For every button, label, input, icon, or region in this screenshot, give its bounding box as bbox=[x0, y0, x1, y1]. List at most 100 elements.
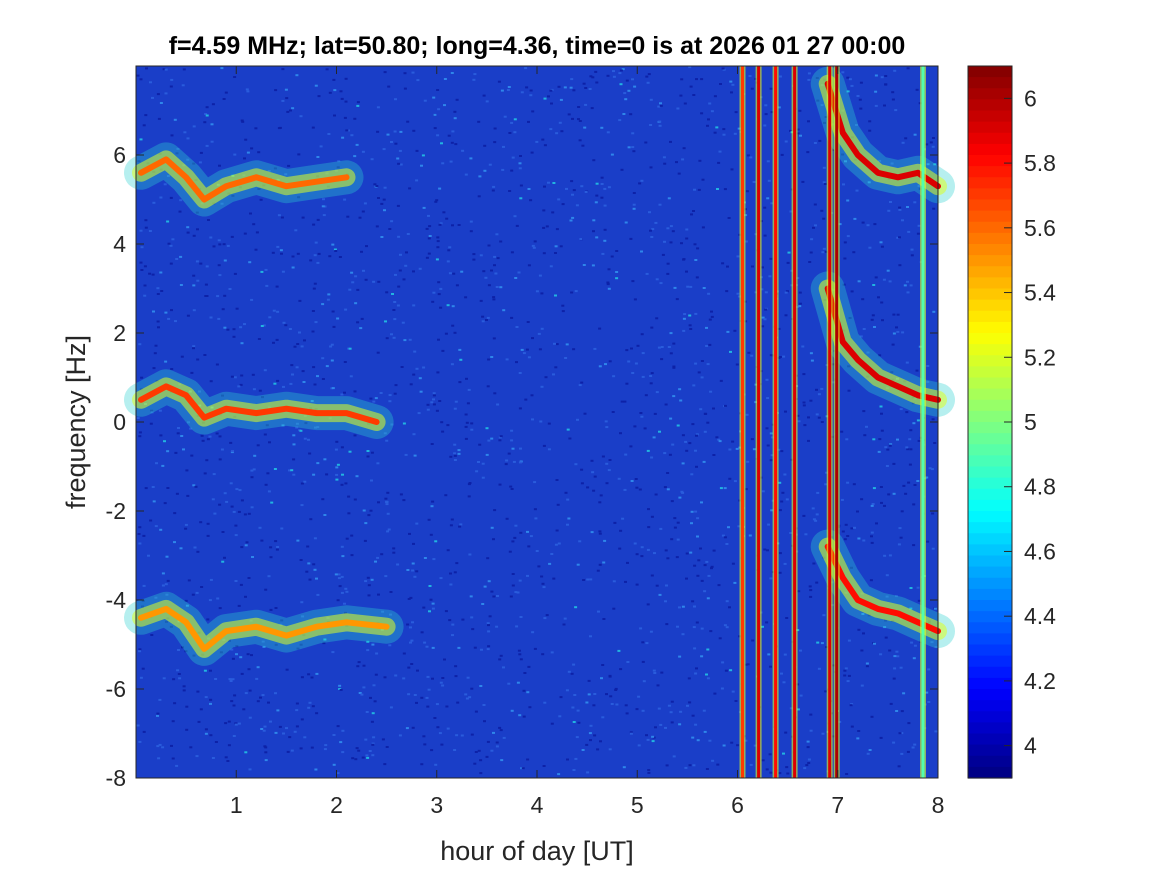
noise-pixel bbox=[844, 160, 847, 163]
noise-pixel bbox=[598, 501, 602, 504]
noise-pixel bbox=[703, 590, 707, 593]
noise-pixel bbox=[277, 214, 281, 217]
noise-pixel bbox=[592, 489, 596, 492]
noise-pixel bbox=[671, 443, 675, 446]
noise-pixel bbox=[156, 287, 160, 290]
noise-pixel bbox=[712, 549, 716, 552]
noise-pixel bbox=[234, 723, 238, 726]
noise-pixel bbox=[181, 84, 185, 87]
noise-pixel bbox=[846, 680, 850, 683]
noise-pixel bbox=[693, 647, 697, 650]
noise-pixel bbox=[540, 327, 544, 330]
colorbar-segment bbox=[968, 566, 1012, 579]
noise-pixel bbox=[570, 672, 574, 675]
noise-pixel bbox=[847, 639, 851, 642]
noise-pixel bbox=[257, 188, 261, 190]
noise-pixel bbox=[702, 287, 706, 289]
noise-pixel bbox=[913, 133, 917, 136]
noise-pixel bbox=[453, 749, 457, 751]
noise-pixel bbox=[808, 585, 812, 588]
noise-pixel bbox=[164, 583, 168, 586]
noise-pixel bbox=[508, 190, 512, 192]
noise-pixel bbox=[438, 732, 442, 735]
noise-pixel bbox=[137, 533, 141, 535]
noise-pixel bbox=[333, 248, 337, 251]
noise-pixel bbox=[182, 448, 185, 451]
noise-pixel bbox=[585, 743, 589, 746]
noise-pixel bbox=[531, 418, 534, 421]
noise-pixel bbox=[355, 143, 359, 146]
noise-pixel bbox=[353, 390, 357, 393]
noise-pixel bbox=[863, 434, 867, 437]
noise-pixel bbox=[281, 424, 285, 427]
noise-pixel bbox=[161, 572, 165, 575]
noise-pixel bbox=[406, 120, 410, 123]
noise-pixel bbox=[338, 256, 342, 258]
noise-pixel bbox=[186, 226, 190, 229]
noise-pixel bbox=[431, 677, 434, 680]
noise-pixel bbox=[813, 142, 817, 144]
noise-pixel bbox=[784, 410, 787, 413]
colorbar-segment bbox=[968, 444, 1012, 456]
noise-pixel bbox=[679, 399, 683, 402]
y-tick-label: -2 bbox=[106, 498, 126, 524]
noise-pixel bbox=[217, 239, 221, 242]
noise-pixel bbox=[879, 736, 883, 739]
noise-pixel bbox=[578, 139, 582, 142]
noise-pixel bbox=[390, 141, 393, 143]
noise-pixel bbox=[604, 420, 608, 423]
noise-pixel bbox=[222, 243, 226, 246]
noise-pixel bbox=[593, 347, 597, 350]
noise-pixel bbox=[874, 74, 878, 77]
noise-pixel bbox=[931, 512, 935, 515]
noise-pixel bbox=[284, 88, 288, 91]
noise-pixel bbox=[877, 296, 880, 299]
noise-pixel bbox=[807, 439, 810, 442]
noise-pixel bbox=[695, 465, 698, 468]
noise-pixel bbox=[525, 348, 529, 351]
noise-pixel bbox=[186, 137, 190, 140]
noise-pixel bbox=[519, 155, 522, 157]
noise-pixel bbox=[641, 375, 645, 378]
noise-pixel bbox=[809, 399, 813, 402]
noise-pixel bbox=[192, 274, 196, 277]
noise-pixel bbox=[915, 369, 919, 372]
noise-pixel bbox=[423, 557, 427, 559]
noise-pixel bbox=[316, 426, 320, 429]
noise-pixel bbox=[369, 397, 373, 400]
noise-pixel bbox=[646, 81, 650, 84]
noise-pixel bbox=[471, 628, 475, 631]
noise-pixel bbox=[892, 677, 896, 680]
noise-pixel bbox=[490, 590, 494, 593]
noise-pixel bbox=[169, 85, 173, 88]
noise-pixel bbox=[749, 763, 753, 766]
noise-pixel bbox=[686, 285, 690, 288]
noise-pixel bbox=[533, 647, 537, 650]
noise-pixel bbox=[673, 517, 677, 520]
noise-pixel bbox=[470, 422, 474, 425]
noise-pixel bbox=[244, 544, 248, 547]
noise-pixel bbox=[931, 547, 935, 550]
noise-pixel bbox=[563, 617, 567, 620]
noise-pixel bbox=[898, 236, 901, 239]
noise-pixel bbox=[411, 71, 415, 74]
noise-pixel bbox=[664, 403, 668, 406]
noise-pixel bbox=[340, 575, 344, 578]
noise-pixel bbox=[737, 127, 741, 130]
noise-pixel bbox=[664, 549, 668, 552]
noise-pixel bbox=[606, 281, 610, 284]
noise-pixel bbox=[470, 733, 474, 736]
noise-pixel bbox=[658, 120, 662, 123]
noise-pixel bbox=[906, 291, 910, 294]
noise-pixel bbox=[228, 288, 232, 290]
noise-pixel bbox=[156, 712, 160, 715]
noise-pixel bbox=[457, 452, 461, 455]
y-tick-label: 4 bbox=[113, 231, 126, 257]
noise-pixel bbox=[322, 214, 326, 217]
noise-pixel bbox=[495, 741, 499, 744]
noise-pixel bbox=[600, 126, 604, 129]
x-tick-label: 4 bbox=[531, 792, 544, 818]
noise-pixel bbox=[367, 514, 371, 517]
noise-pixel bbox=[640, 179, 644, 182]
